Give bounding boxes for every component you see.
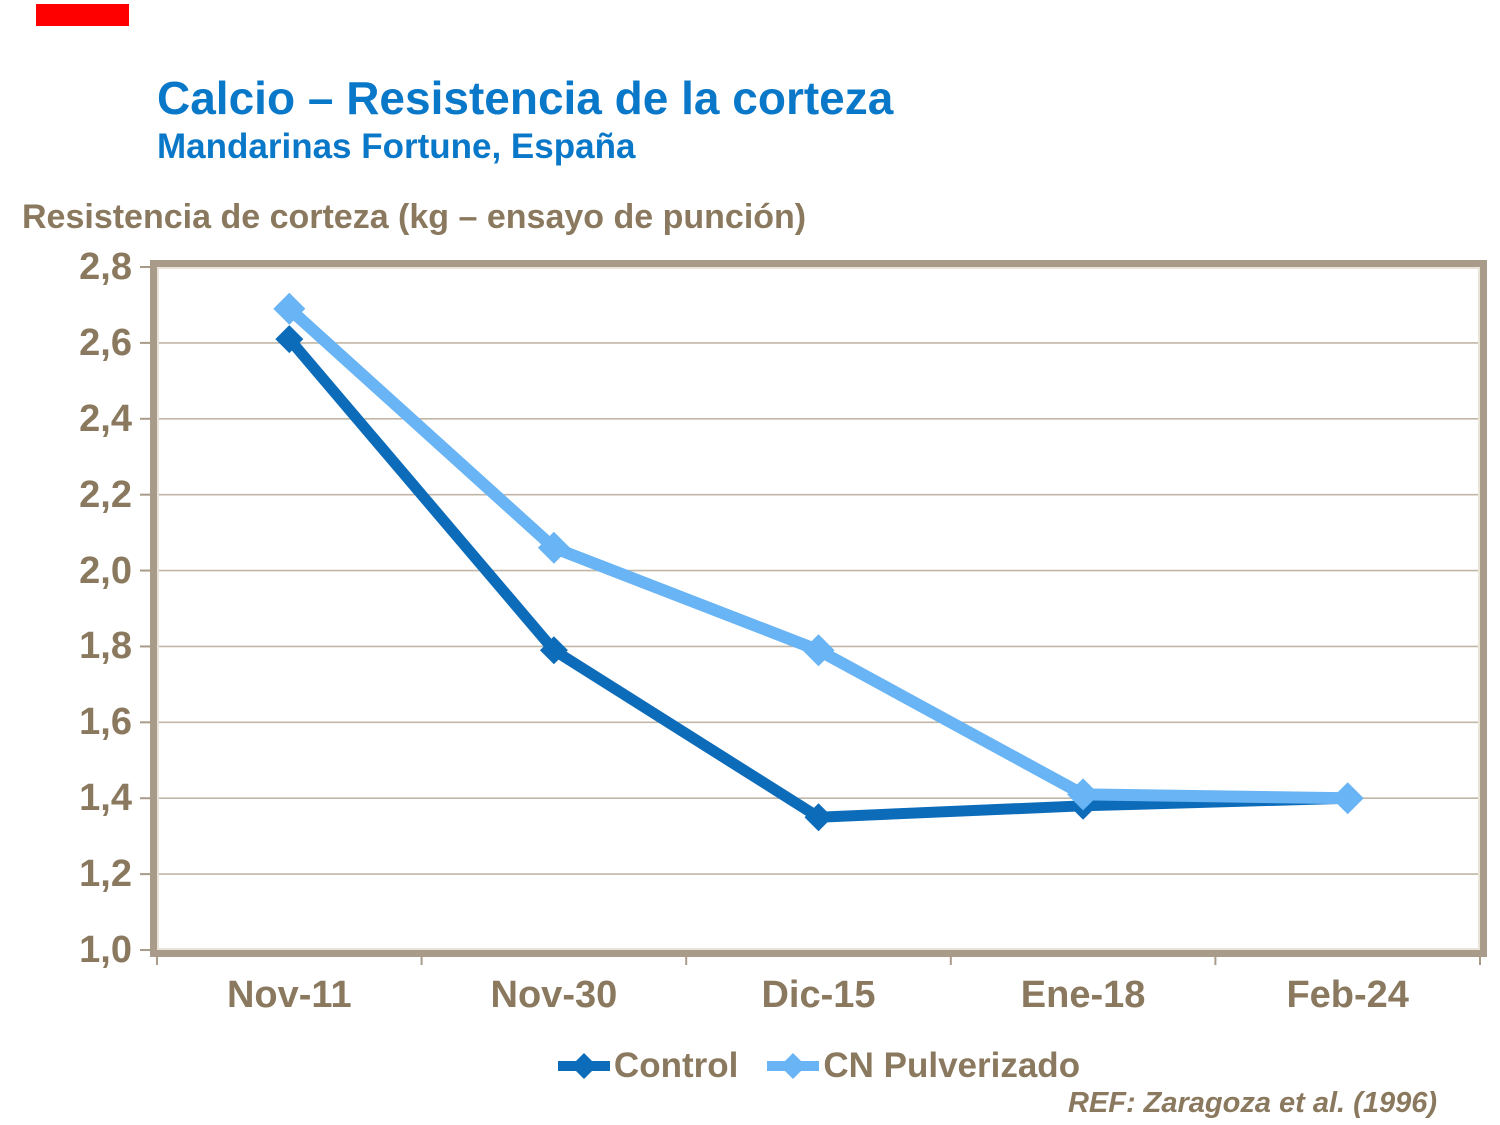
y-tick-label: 1,4 — [79, 777, 132, 820]
legend-label-control: Control — [613, 1046, 739, 1085]
x-tick-label: Ene-18 — [1020, 974, 1146, 1016]
cn-pulverizado-line-marker-icon — [767, 1053, 820, 1079]
slide-title: Calcio – Resistencia de la corteza — [157, 72, 894, 124]
chart-legend: Control CN Pulverizado — [157, 1044, 1480, 1088]
line-chart-plot-area — [140, 260, 1487, 965]
legend-item-cn-pulverizado: CN Pulverizado — [766, 1046, 1080, 1086]
y-tick-label: 2,2 — [79, 473, 132, 516]
slide-subtitle: Mandarinas Fortune, España — [157, 127, 636, 166]
control-line-marker-icon — [557, 1053, 610, 1079]
y-tick-label: 2,8 — [79, 246, 132, 288]
x-tick-label: Feb-24 — [1286, 974, 1409, 1016]
legend-item-control: Control — [557, 1046, 738, 1086]
x-tick-label: Nov-30 — [490, 974, 618, 1016]
y-tick-label: 2,4 — [79, 397, 132, 440]
y-tick-label: 2,0 — [79, 549, 132, 592]
red-redaction-marker — [36, 4, 129, 26]
y-tick-label: 2,6 — [79, 321, 132, 364]
legend-label-cn-pulverizado: CN Pulverizado — [823, 1046, 1081, 1085]
y-tick-label: 1,0 — [79, 929, 132, 971]
reference-citation: REF: Zaragoza et al. (1996) — [1067, 1087, 1437, 1119]
x-tick-label: Nov-11 — [226, 974, 352, 1016]
y-tick-label: 1,6 — [79, 701, 132, 744]
y-axis-title: Resistencia de corteza (kg – ensayo de p… — [22, 198, 807, 236]
x-tick-label: Dic-15 — [761, 974, 876, 1016]
y-tick-label: 1,8 — [79, 625, 132, 668]
y-tick-label: 1,2 — [79, 853, 132, 896]
